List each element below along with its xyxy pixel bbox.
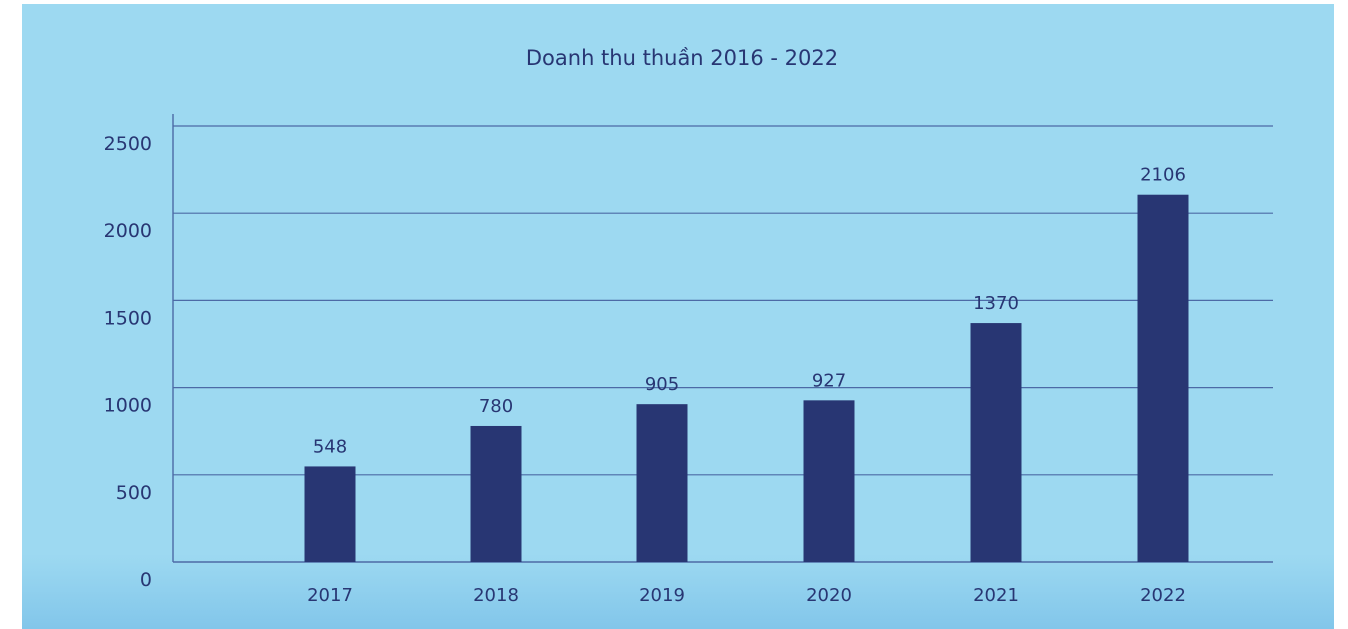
- data-label: 927: [812, 370, 846, 391]
- x-tick-label: 2019: [639, 585, 685, 606]
- data-label: 548: [313, 436, 347, 457]
- x-tick-label: 2017: [307, 585, 353, 606]
- bar-2021: [970, 323, 1022, 562]
- bar-2017: [304, 466, 356, 562]
- bar-2022: [1137, 194, 1189, 562]
- bar-2020: [803, 400, 855, 562]
- y-tick-label: 2500: [104, 133, 152, 155]
- chart-panel: Doanh thu thuần 2016 - 2022 0 500 1000 1500 2…: [22, 4, 1334, 629]
- y-tick-label: 1000: [104, 395, 152, 417]
- x-tick-label: 2021: [973, 585, 1019, 606]
- bar-2018: [470, 425, 522, 562]
- x-tick-label: 2018: [473, 585, 519, 606]
- bar-chart: Doanh thu thuần 2016 - 2022 0 500 1000 1500 2…: [104, 46, 1273, 606]
- data-label: 2106: [1140, 165, 1186, 186]
- y-tick-label: 2000: [104, 220, 152, 242]
- y-tick-label: 1500: [104, 307, 152, 329]
- bar-2019: [636, 404, 688, 562]
- y-tick-label: 0: [140, 569, 152, 591]
- x-tick-label: 2022: [1140, 585, 1186, 606]
- data-label: 1370: [973, 293, 1019, 314]
- chart-title: Doanh thu thuần 2016 - 2022: [526, 46, 838, 70]
- x-tick-label: 2020: [806, 585, 852, 606]
- y-tick-label: 500: [116, 482, 152, 504]
- data-label: 780: [479, 396, 513, 417]
- data-label: 905: [645, 374, 679, 395]
